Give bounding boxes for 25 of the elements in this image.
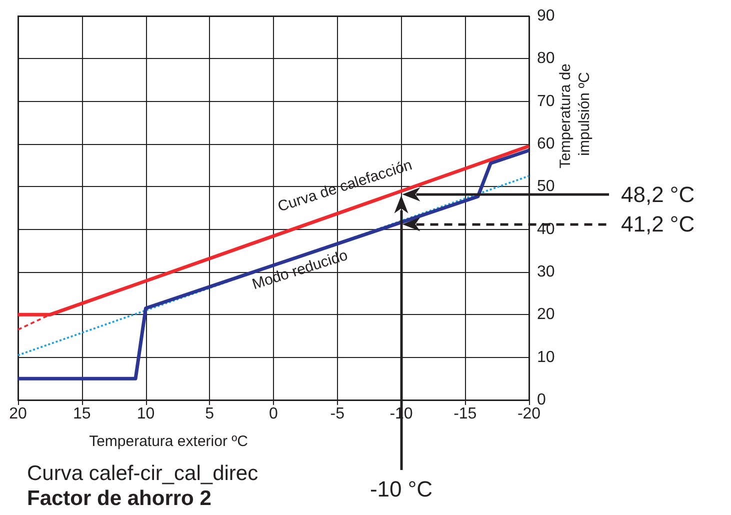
y-tick-label: 0 xyxy=(537,392,546,408)
y-axis-title: Temperatura de impulsión ºC xyxy=(557,63,593,169)
x-tick-label: 15 xyxy=(72,406,91,422)
y-tick-label: 80 xyxy=(537,50,555,68)
y-tick-label: 50 xyxy=(537,178,555,196)
y-tick-label: 70 xyxy=(537,92,555,110)
x-tick-label: 0 xyxy=(269,406,278,422)
y-tick-label: 90 xyxy=(537,8,555,24)
x-axis-title: Temperatura exterior ºC xyxy=(89,433,248,450)
line-series xyxy=(16,148,531,380)
x-tick-label: -20 xyxy=(517,406,541,422)
y-tick-label: 10 xyxy=(537,348,555,366)
x-tick-label: 10 xyxy=(136,406,155,422)
ref-line-label: 41,2 °C xyxy=(621,212,695,237)
y-tick-label: 30 xyxy=(537,264,555,280)
y-tick-label: 20 xyxy=(537,306,555,324)
x-tick-label: -15 xyxy=(454,406,477,422)
x-tick-label: 5 xyxy=(205,406,214,422)
text: Curva calef-cir_cal_direc xyxy=(27,462,258,485)
text: Factor de ahorro 2 xyxy=(27,487,212,510)
ref-line-label: -10 °C xyxy=(370,476,433,502)
ref-line-label: 48,2 °C xyxy=(621,182,695,207)
x-tick-label: 20 xyxy=(9,406,27,422)
y-tick-label: 60 xyxy=(537,136,555,152)
x-tick-label: -5 xyxy=(330,406,345,422)
